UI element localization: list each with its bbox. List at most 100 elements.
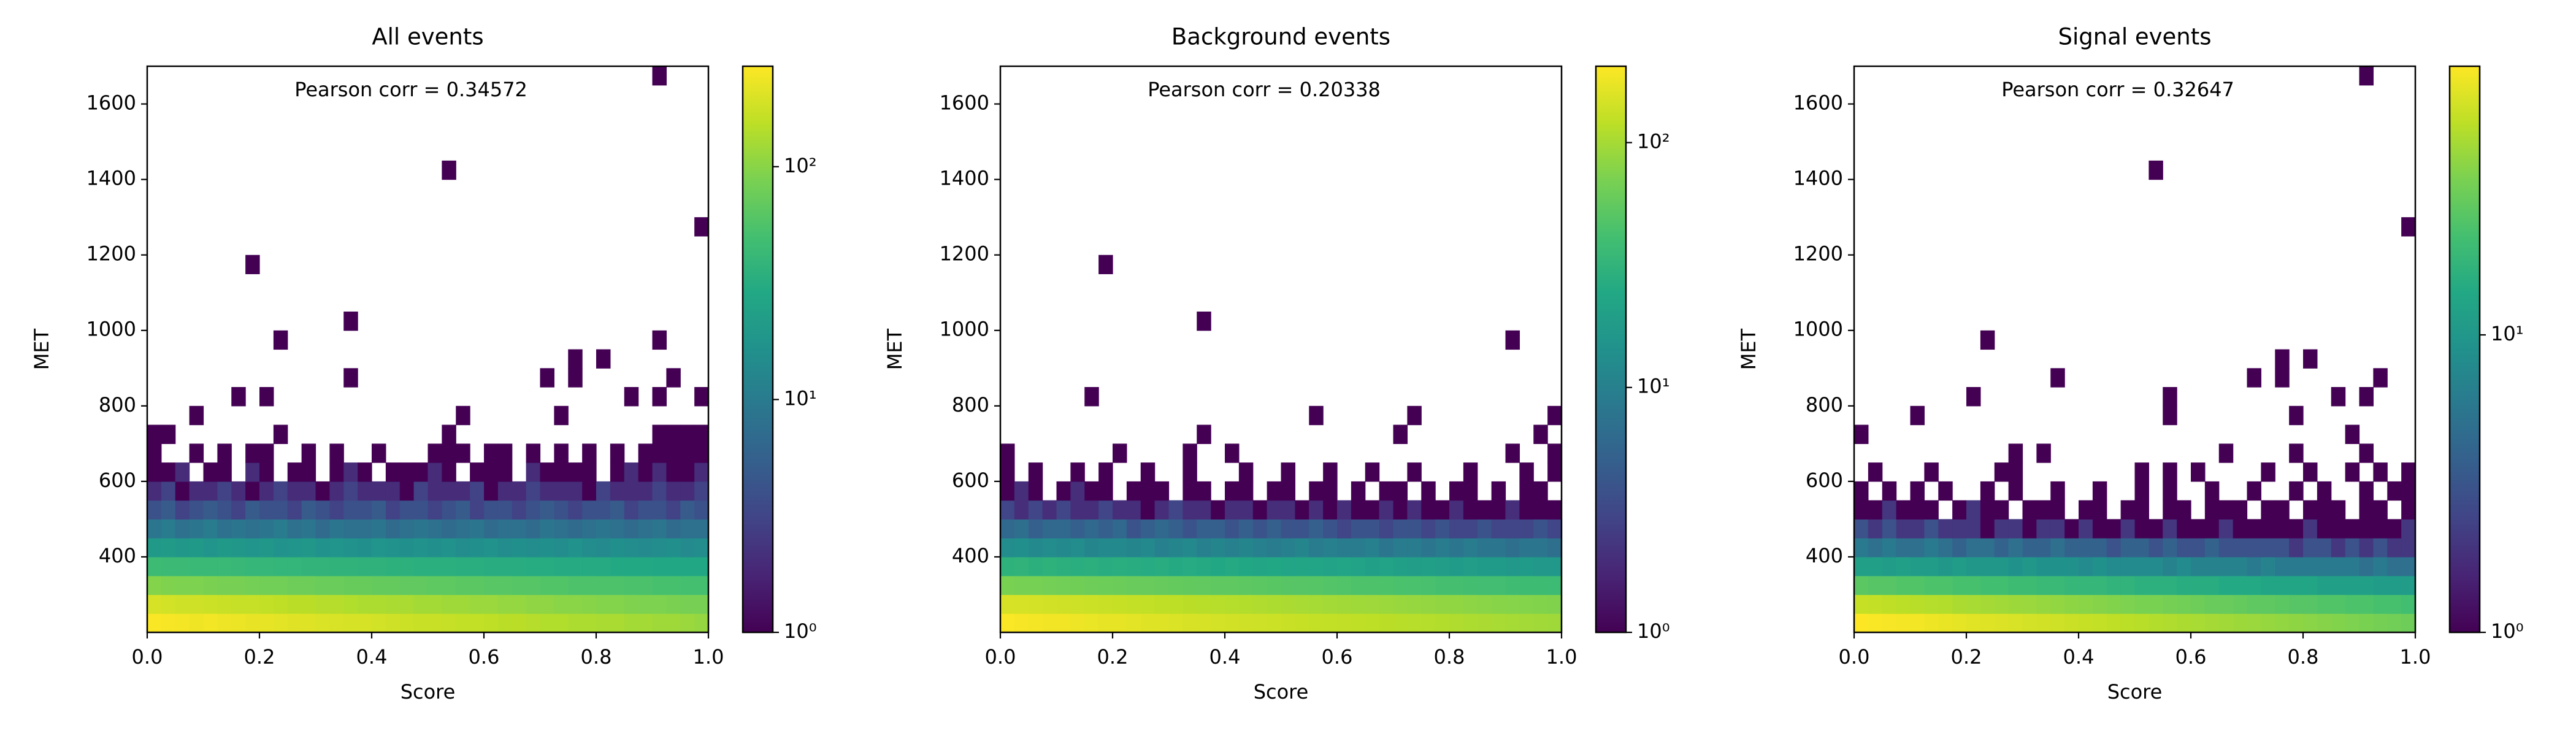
hist-cell <box>624 575 639 596</box>
hist-cell <box>1056 613 1071 633</box>
hist-cell <box>1084 613 1099 633</box>
hist-cell <box>1281 556 1295 577</box>
hist-cell <box>1994 594 2009 614</box>
hist-cell <box>2289 556 2304 577</box>
hist-cell <box>596 575 611 596</box>
hist-cell <box>427 481 442 501</box>
hist-cell <box>2275 594 2290 614</box>
x-tick-label: 0.4 <box>2063 645 2095 669</box>
hist-cell <box>1126 519 1141 539</box>
hist-cell <box>273 538 288 558</box>
y-tick-label: 400 <box>99 544 136 567</box>
hist-cell <box>358 519 372 539</box>
hist-cell <box>1519 594 1534 614</box>
hist-cell <box>694 556 709 577</box>
hist-cell <box>1168 613 1183 633</box>
y-tick-label: 1000 <box>940 318 989 341</box>
hist-cell <box>203 481 218 501</box>
hist-cell <box>1379 538 1394 558</box>
hist-cell <box>540 594 554 614</box>
hist-cell <box>1309 519 1324 539</box>
hist-cell <box>1098 613 1113 633</box>
hist-cell <box>596 481 611 501</box>
x-tick-label: 1.0 <box>1546 645 1577 669</box>
hist-cell <box>1910 500 1925 519</box>
hist-cell <box>2204 538 2220 558</box>
hist-cell <box>1028 500 1043 519</box>
hist-cell <box>624 613 639 633</box>
hist-cell <box>568 594 583 614</box>
hist-cell <box>2303 462 2318 482</box>
hist-cell <box>1463 556 1478 577</box>
hist-cell <box>315 575 330 596</box>
hist-cell <box>1070 538 1085 558</box>
hist-cell <box>1519 556 1534 577</box>
hist-cell <box>2204 519 2220 539</box>
hist-cell <box>1098 519 1113 539</box>
hist-cell <box>652 481 667 501</box>
hist-cell <box>287 538 302 558</box>
hist-cell <box>372 538 386 558</box>
hist-cell <box>427 519 442 539</box>
hist-cell <box>1225 594 1240 614</box>
hist-cell <box>1393 481 1408 501</box>
hist-cell <box>1505 556 1520 577</box>
hist-cell <box>540 462 554 482</box>
hist-cell <box>2218 556 2234 577</box>
hist-cell <box>554 443 569 463</box>
hist-cell <box>1281 481 1295 501</box>
hist-cell <box>1211 556 1225 577</box>
hist-cell <box>526 538 541 558</box>
hist-cell <box>189 443 204 463</box>
hist-cell <box>666 594 681 614</box>
hist-cell <box>582 594 597 614</box>
hist-cell <box>231 519 246 539</box>
hist-cell <box>1952 575 1967 596</box>
hist-cell <box>2317 575 2332 596</box>
hist-cell <box>2359 481 2374 501</box>
hist-cell <box>442 575 456 596</box>
hist-cell <box>358 594 372 614</box>
hist-cell <box>2303 575 2318 596</box>
hist-cell <box>1042 556 1057 577</box>
hist-cell <box>1225 519 1240 539</box>
hist-cell <box>2163 519 2177 539</box>
hist-cell <box>2289 405 2304 426</box>
hist-cell <box>1924 613 1939 633</box>
hist-cell <box>1477 575 1492 596</box>
y-tick-label: 1200 <box>86 242 136 266</box>
hist-cell <box>259 481 274 501</box>
hist-cell <box>343 594 358 614</box>
hist-cell <box>315 556 330 577</box>
hist-cell <box>427 575 442 596</box>
hist-cell <box>666 613 681 633</box>
hist-cell <box>554 575 569 596</box>
hist-cell <box>1281 575 1295 596</box>
hist-cell <box>2331 594 2346 614</box>
hist-cell <box>2218 613 2234 633</box>
y-tick-label: 600 <box>99 469 136 492</box>
hist-cell <box>1000 519 1015 539</box>
hist-cell <box>1197 594 1211 614</box>
hist-cell <box>638 538 653 558</box>
hist-cell <box>147 481 162 501</box>
hist-cell <box>1868 556 1883 577</box>
hist-cell <box>1854 519 1869 539</box>
hist-cell <box>624 387 639 407</box>
hist-cell <box>1183 500 1197 519</box>
hist-cell <box>2177 575 2191 596</box>
hist-cell <box>413 500 429 519</box>
hist-cell <box>2401 481 2416 501</box>
hist-cell <box>301 594 316 614</box>
hist-cell <box>1491 500 1506 519</box>
hist-cell <box>512 575 527 596</box>
hist-cell <box>1533 594 1548 614</box>
hist-cell <box>666 462 681 482</box>
x-tick-label: 1.0 <box>693 645 724 669</box>
hist-cell <box>554 556 569 577</box>
hist-cell <box>1113 538 1127 558</box>
hist-cell <box>497 538 513 558</box>
hist-cell <box>2134 538 2149 558</box>
hist-cell <box>1505 500 1520 519</box>
hist-cell <box>2036 594 2051 614</box>
